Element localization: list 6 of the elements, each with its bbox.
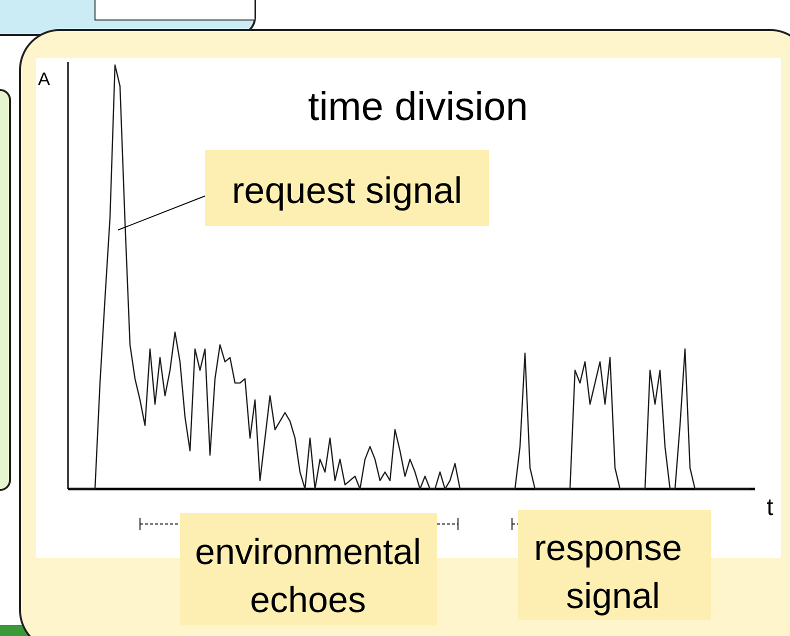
text: environmental echoes <box>194 531 422 620</box>
text: time division <box>308 85 528 129</box>
x-axis-title: t <box>766 494 774 521</box>
y-axis-title: A <box>38 69 50 89</box>
text: response signal <box>534 527 682 616</box>
annotation: request signal <box>232 170 462 211</box>
